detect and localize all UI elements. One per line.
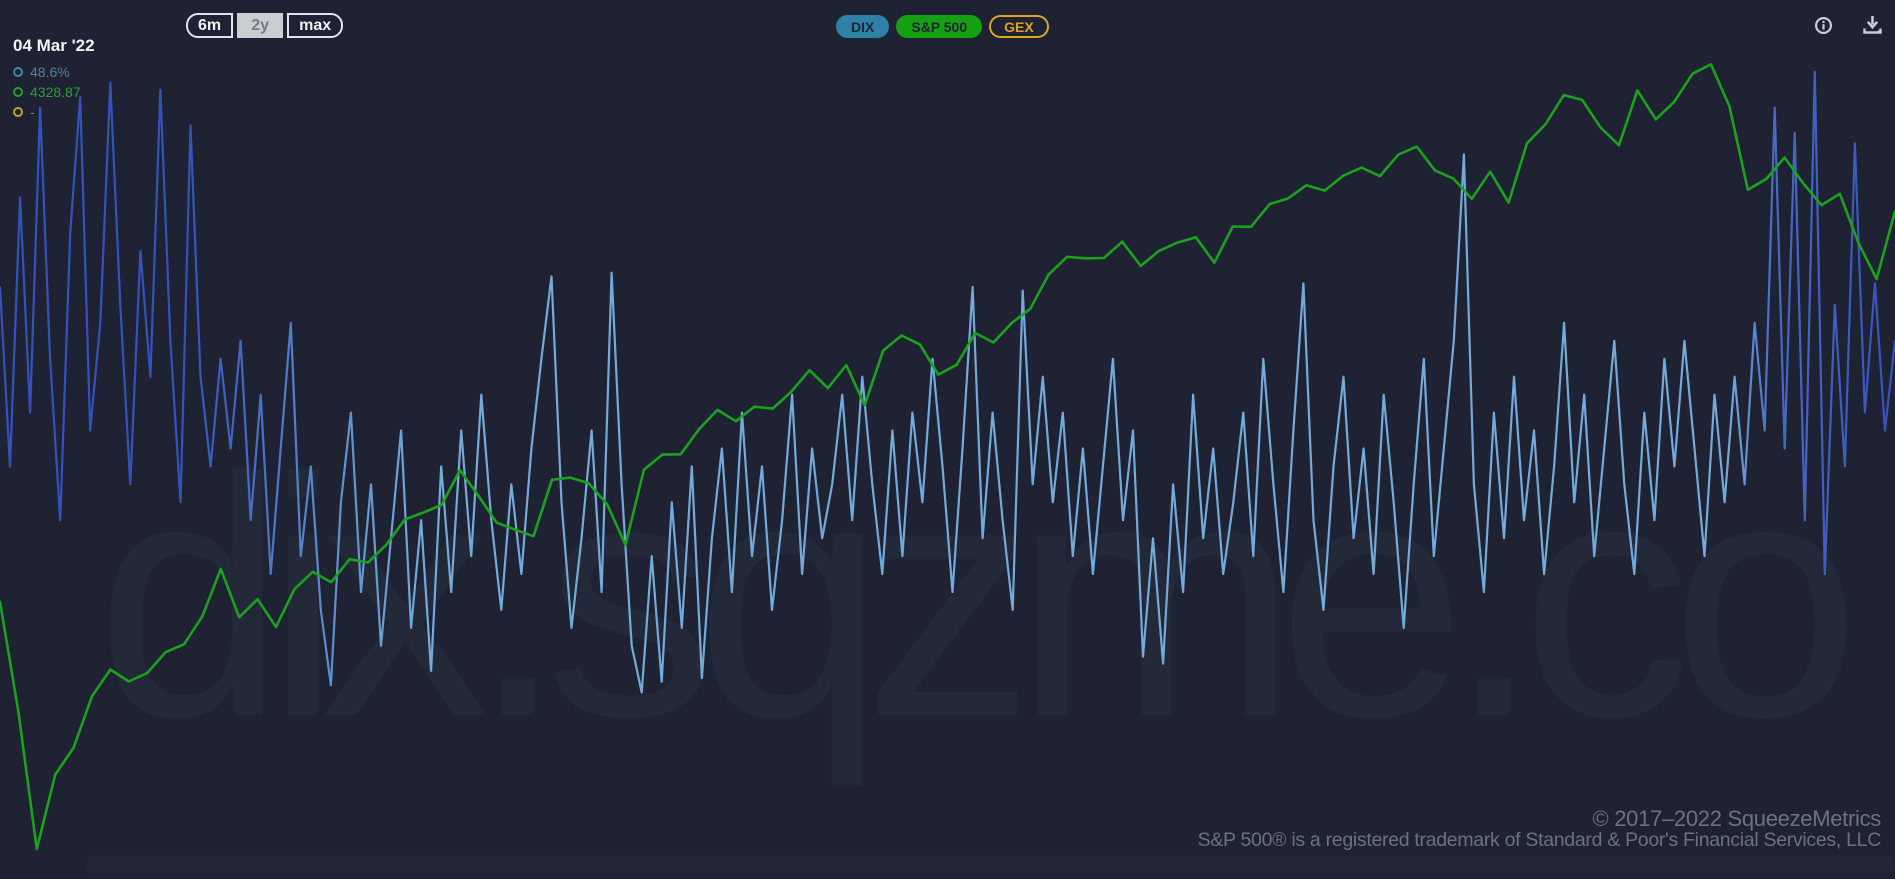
horizontal-scrollbar[interactable]: [85, 855, 1895, 874]
series-toggle-group: DIX S&P 500 GEX: [836, 15, 1049, 38]
tooltip-date: 04 Mar '22: [13, 36, 95, 55]
series-line-s-p-500: [0, 63, 1895, 851]
toggle-dix[interactable]: DIX: [836, 15, 890, 38]
legend-row-dix: 48.6%: [13, 63, 95, 80]
range-button-6m[interactable]: 6m: [186, 13, 234, 38]
legend-value-dix: 48.6%: [30, 63, 70, 80]
range-button-group: 6m 2y max: [186, 13, 344, 38]
legend-row-s-p-500: 4328.87: [13, 83, 95, 100]
download-icon[interactable]: [1862, 15, 1883, 38]
site-watermark: dix.sqzme.co: [96, 428, 1860, 768]
legend-value-gex: -: [30, 103, 35, 120]
footer: © 2017–2022 SqueezeMetrics S&P 500® is a…: [1197, 806, 1882, 851]
toggle-gex[interactable]: GEX: [989, 15, 1049, 38]
hover-tooltip: 04 Mar '22 48.6% 4328.87 -: [13, 36, 95, 123]
copyright-text: © 2017–2022 SqueezeMetrics: [1592, 806, 1882, 831]
legend-value-s-p-500: 4328.87: [30, 83, 81, 100]
toggle-s-p-500[interactable]: S&P 500: [896, 15, 983, 38]
range-button-max[interactable]: max: [287, 13, 344, 38]
legend-ring-s-p-500: [13, 86, 23, 97]
series-line-dix: [0, 70, 1895, 694]
legend-ring-dix: [13, 66, 23, 77]
trademark-text: S&P 500® is a registered trademark of St…: [1197, 829, 1882, 851]
legend-row-gex: -: [13, 103, 95, 120]
info-icon[interactable]: [1814, 16, 1833, 38]
range-button-2y[interactable]: 2y: [237, 13, 284, 38]
tooltip-rows: 48.6% 4328.87 -: [13, 63, 95, 120]
legend-ring-gex: [13, 106, 23, 117]
